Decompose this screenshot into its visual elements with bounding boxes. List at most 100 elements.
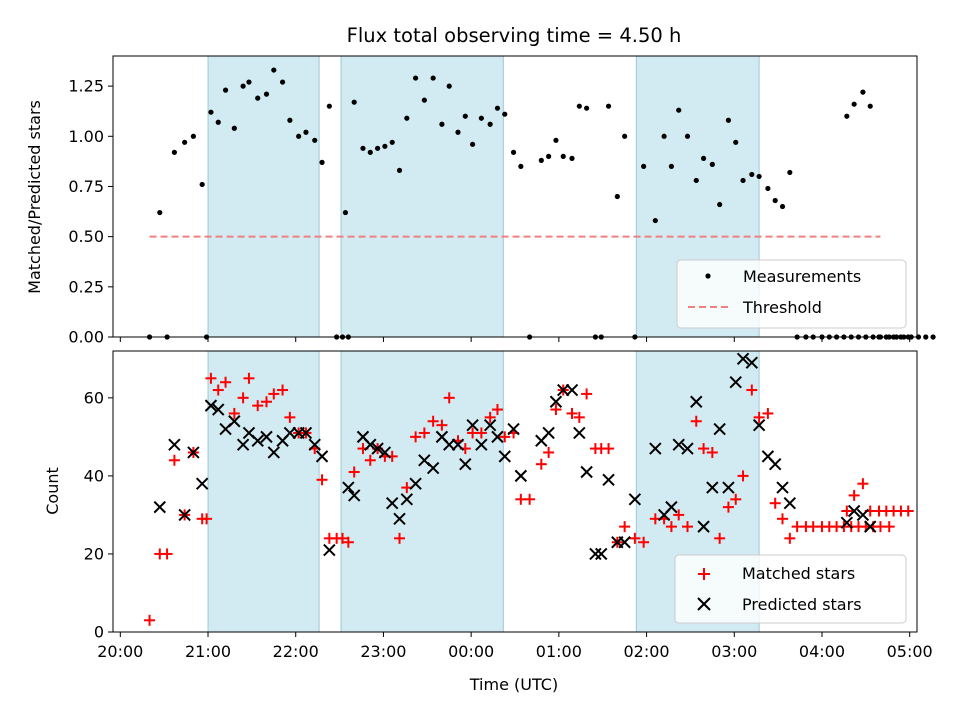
predicted-star-marker: [672, 438, 685, 451]
bottom-y-axis-label: Count: [43, 467, 62, 515]
matched-star-marker: [201, 513, 213, 525]
matched-star-marker: [436, 419, 448, 431]
matched-star-marker: [205, 372, 217, 384]
measurement-point: [494, 105, 501, 111]
predicted-star-marker: [514, 469, 528, 483]
predicted-star-marker: [542, 426, 555, 440]
legend-threshold-label: Threshold: [742, 298, 822, 317]
measurement-point: [693, 177, 699, 184]
matched-star-marker: [902, 505, 914, 517]
matched-star-marker: [762, 407, 774, 419]
measurement-point: [342, 209, 349, 216]
matched-star-marker: [212, 384, 224, 396]
matched-star-marker: [524, 493, 536, 505]
matched-star-marker: [722, 501, 734, 513]
measurement-point: [787, 169, 793, 176]
predicted-star-marker: [618, 536, 631, 549]
matched-star-marker: [638, 536, 650, 548]
measurement-point: [287, 117, 293, 123]
measurement-point: [312, 137, 318, 143]
x-tick-label: 22:00: [273, 642, 319, 661]
matched-star-marker: [883, 521, 895, 533]
measurement-point: [296, 133, 302, 139]
measurement-point: [661, 133, 667, 139]
bottom-legend: Matched stars Predicted stars: [674, 554, 907, 624]
measurement-point: [709, 161, 715, 167]
x-tick-label: 02:00: [624, 642, 670, 661]
measurement-point: [303, 129, 309, 135]
bottom-shaded-intervals: [207, 350, 760, 633]
matched-star-marker: [475, 427, 487, 439]
measurement-point: [569, 155, 575, 161]
matched-star-marker: [337, 532, 349, 544]
measurement-point: [614, 193, 620, 200]
x-tick-label: 05:00: [887, 642, 933, 661]
measurement-point: [470, 141, 476, 147]
matched-star-marker: [342, 536, 354, 548]
top-x-ticks: [119, 337, 911, 342]
measurement-point: [553, 137, 559, 143]
top-plot-frame: [112, 55, 918, 338]
bottom-plot-frame: [112, 350, 918, 633]
predicted-star-marker: [595, 547, 608, 561]
predicted-star-marker: [426, 461, 440, 475]
measurement-point: [756, 173, 762, 180]
predicted-star-marker: [706, 481, 719, 494]
predicted-star-marker: [153, 500, 166, 514]
predicted-star-marker: [557, 383, 570, 397]
measurement-point: [396, 167, 403, 174]
measurement-point: [749, 171, 755, 178]
measurement-point: [374, 145, 381, 151]
x-tick-label: 03:00: [711, 642, 757, 661]
measurement-point: [518, 163, 524, 169]
measurement-point: [605, 103, 612, 109]
measurement-point: [462, 113, 468, 119]
predicted-star-marker: [178, 508, 191, 522]
predicted-star-marker: [195, 477, 209, 490]
top-shaded-band: [207, 55, 320, 338]
chart-title: Flux total observing time = 4.50 h: [347, 24, 682, 47]
top-shaded-intervals: [207, 55, 760, 338]
measurement-point: [382, 143, 388, 149]
top-y-tick-label: 0.00: [68, 328, 104, 347]
top-shaded-band: [340, 55, 504, 338]
measurement-point: [867, 103, 873, 109]
measurement-point: [487, 121, 493, 127]
matched-star-marker: [220, 376, 232, 388]
measurement-point: [676, 107, 682, 113]
measurement-point: [546, 153, 552, 159]
bottom-shaded-band: [340, 350, 504, 633]
predicted-star-marker: [342, 481, 355, 494]
matched-star-marker: [619, 521, 631, 533]
measurement-point: [157, 209, 163, 216]
predicted-star-marker: [768, 457, 782, 471]
predicted-star-marker: [283, 426, 297, 440]
predicted-star-marker: [722, 481, 735, 494]
matched-star-marker: [706, 446, 718, 458]
bottom-y-tick-label: 20: [84, 544, 104, 563]
measurement-point: [404, 115, 410, 121]
legend-matched-label: Matched stars: [742, 564, 855, 583]
bottom-x-ticks: 20:00 21:00 22:00 23:00 00:00 01:00 02:00 03:00…: [97, 632, 933, 661]
bottom-shaded-band: [207, 350, 320, 633]
predicted-star-marker: [752, 418, 766, 432]
predicted-star-marker: [251, 434, 264, 447]
top-legend: Measurements Threshold: [676, 259, 907, 329]
predicted-star-marker: [498, 450, 511, 463]
measurement-point: [684, 133, 691, 139]
measurement-point: [231, 125, 237, 131]
predicted-star-marker: [697, 520, 710, 533]
measurement-point: [240, 83, 246, 89]
predicted-star-marker: [364, 438, 377, 451]
predicted-star-marker: [204, 399, 218, 412]
matched-star-marker: [629, 532, 641, 544]
predicted-star-marker: [745, 356, 759, 369]
predicted-star-marker: [260, 430, 273, 444]
matched-star-marker: [364, 454, 376, 466]
matched-star-marker: [168, 454, 180, 466]
predicted-star-marker: [713, 422, 726, 436]
bottom-y-tick-label: 40: [84, 466, 104, 485]
predicted-star-marker: [736, 352, 750, 366]
matched-star-marker: [566, 407, 578, 419]
